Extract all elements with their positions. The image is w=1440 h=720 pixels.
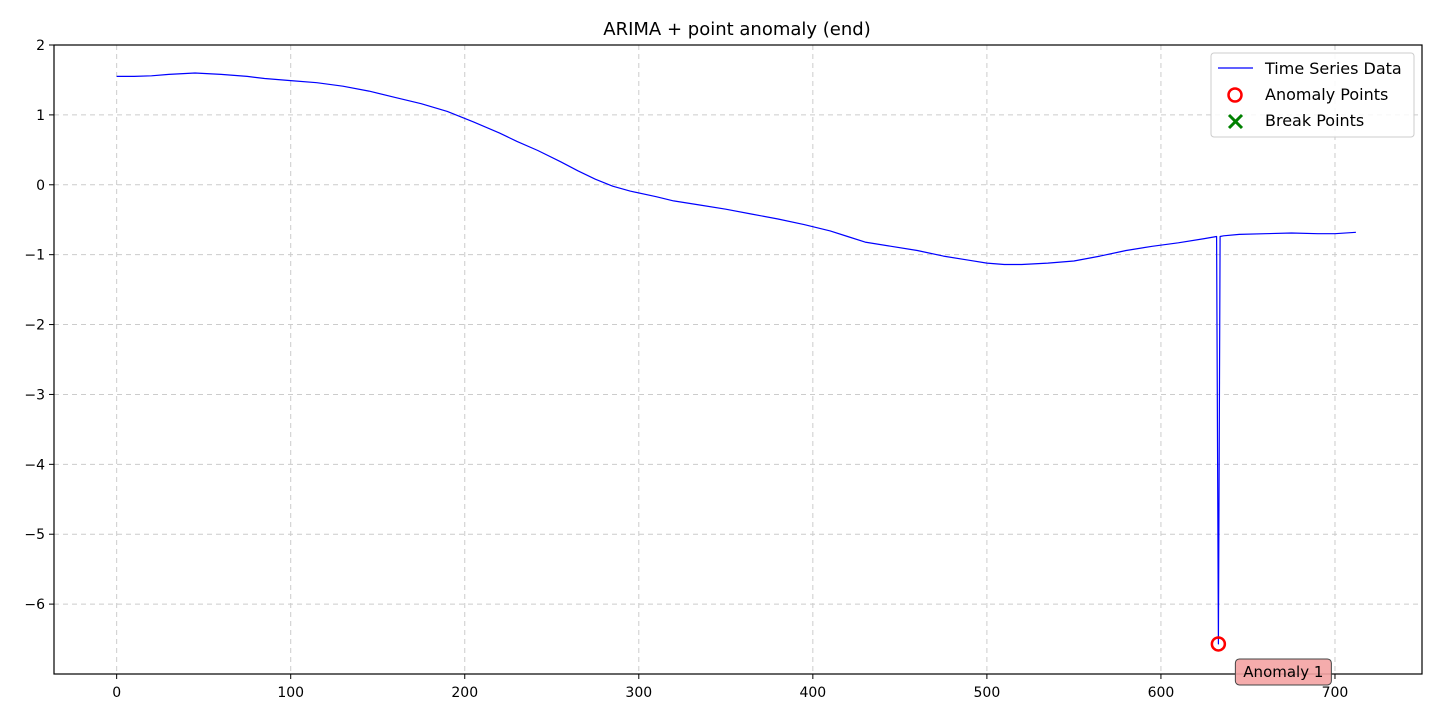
legend-label-series: Time Series Data <box>1264 59 1402 78</box>
legend-break-swatch <box>1227 113 1244 130</box>
annotation-label: Anomaly 1 <box>1243 663 1323 681</box>
x-tick-label: 600 <box>1148 685 1175 701</box>
x-tick-label: 200 <box>451 685 478 701</box>
series-line <box>116 72 1356 645</box>
legend: Time Series Data Anomaly Points Break Po… <box>1210 52 1415 138</box>
x-tick-label: 500 <box>974 685 1001 701</box>
y-tick-label: 0 <box>36 178 45 194</box>
y-tick-label: −2 <box>24 318 45 334</box>
x-tick-label: 0 <box>112 685 121 701</box>
series-layer <box>116 72 1356 652</box>
x-tick-label: 700 <box>1322 685 1349 701</box>
legend-box <box>1210 52 1415 138</box>
y-tick-label: 2 <box>36 38 45 54</box>
annotations-layer: Anomaly 1 <box>1234 658 1332 686</box>
y-tick-label: −4 <box>24 457 45 473</box>
annotation-box <box>1234 658 1332 686</box>
y-tick-label: −1 <box>24 248 45 264</box>
x-tick-label: 300 <box>625 685 652 701</box>
legend-label-anomaly: Anomaly Points <box>1265 85 1388 104</box>
y-tick-label: −5 <box>24 527 45 543</box>
y-tick-label: −3 <box>24 387 45 403</box>
x-tick-label: 100 <box>277 685 304 701</box>
axis-ticks: 0 100 200 300 400 500 600 700 2 1 0 −1 −2 −3 −4 −5 −6 <box>24 38 1348 701</box>
y-tick-label: −6 <box>24 597 45 613</box>
anomaly-point <box>1210 636 1227 652</box>
chart-title: ARIMA + point anomaly (end) <box>603 19 870 40</box>
plot-frame <box>53 44 1423 675</box>
legend-anomaly-swatch <box>1227 87 1243 103</box>
legend-label-break: Break Points <box>1265 111 1364 130</box>
y-tick-label: 1 <box>36 108 45 124</box>
x-tick-label: 400 <box>799 685 826 701</box>
